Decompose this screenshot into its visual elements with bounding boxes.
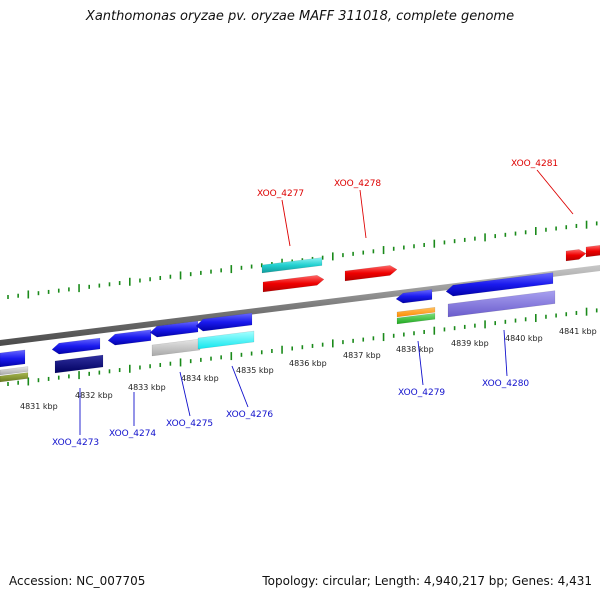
- reverse-gene-xoo-4274: [107, 329, 152, 346]
- scale-label: 4833 kbp: [128, 383, 166, 392]
- reverse-feature-purple: [447, 290, 556, 318]
- reverse-callout-line: [231, 365, 249, 408]
- reverse-gene-edge: [0, 349, 26, 368]
- reverse-gene-xoo-4276: [195, 312, 253, 332]
- forward-callout-line: [359, 189, 367, 239]
- scale-label: 4840 kbp: [505, 334, 543, 343]
- forward-gene-xoo-4277: [262, 274, 325, 293]
- genome-summary-text: Topology: circular; Length: 4,940,217 bp…: [262, 574, 592, 588]
- reverse-gene-xoo-4280: [445, 272, 554, 297]
- reverse-gene-xoo-4279: [395, 289, 433, 304]
- reverse-callout-line: [503, 329, 508, 377]
- reverse-feature-olive-edge: [0, 372, 29, 383]
- scale-label: 4838 kbp: [396, 345, 434, 354]
- reverse-gene-xoo-4273: [51, 337, 101, 355]
- reverse-gene-label: XOO_4273: [52, 438, 99, 448]
- map-title: Xanthomonas oryzae pv. oryzae MAFF 31101…: [85, 9, 515, 24]
- forward-callout-line: [536, 169, 574, 215]
- forward-gene-label: XOO_4281: [511, 159, 558, 169]
- reverse-feature-gray: [151, 338, 201, 357]
- forward-gene-xoo-4278: [344, 265, 398, 282]
- reverse-callout-line: [417, 340, 424, 386]
- gene-callouts: XOO_4277 XOO_4278 XOO_4281 XOO_4273 XOO_4274…: [52, 159, 574, 448]
- forward-gene-label: XOO_4277: [257, 189, 304, 199]
- scale-label: 4841 kbp: [559, 327, 597, 336]
- reverse-feature-navy: [54, 354, 104, 374]
- ticks-lower-row: [7, 307, 598, 386]
- forward-feature-cyan: [261, 257, 323, 274]
- reverse-gene-label: XOO_4274: [109, 429, 156, 439]
- forward-gene-xoo-4281: [565, 249, 587, 262]
- scale-labels: 4831 kbp 4832 kbp 4833 kbp 4834 kbp 4835 kbp…: [20, 327, 597, 411]
- reverse-gene-label: XOO_4279: [398, 388, 445, 398]
- reverse-gene-label: XOO_4276: [226, 410, 273, 420]
- reverse-gene-label: XOO_4275: [166, 419, 213, 429]
- reverse-feature-cyan: [197, 330, 255, 350]
- reverse-feature-gray-edge: [0, 366, 29, 376]
- accession-text: Accession: NC_007705: [9, 574, 146, 588]
- reverse-feature-orange: [396, 306, 436, 318]
- scale-label: 4834 kbp: [181, 374, 219, 383]
- scale-label: 4832 kbp: [75, 391, 113, 400]
- forward-gene-edge: [585, 244, 600, 258]
- scale-label: 4839 kbp: [451, 339, 489, 348]
- scale-label: 4831 kbp: [20, 402, 58, 411]
- scale-label: 4835 kbp: [236, 366, 274, 375]
- scale-label: 4836 kbp: [289, 359, 327, 368]
- gene-features: [0, 244, 600, 383]
- genome-backbone: [0, 265, 600, 346]
- reverse-gene-label: XOO_4280: [482, 379, 529, 389]
- forward-callout-line: [281, 199, 291, 247]
- forward-gene-label: XOO_4278: [334, 179, 381, 189]
- reverse-feature-green: [396, 312, 436, 325]
- reverse-callout-line: [179, 371, 191, 417]
- scale-label: 4837 kbp: [343, 351, 381, 360]
